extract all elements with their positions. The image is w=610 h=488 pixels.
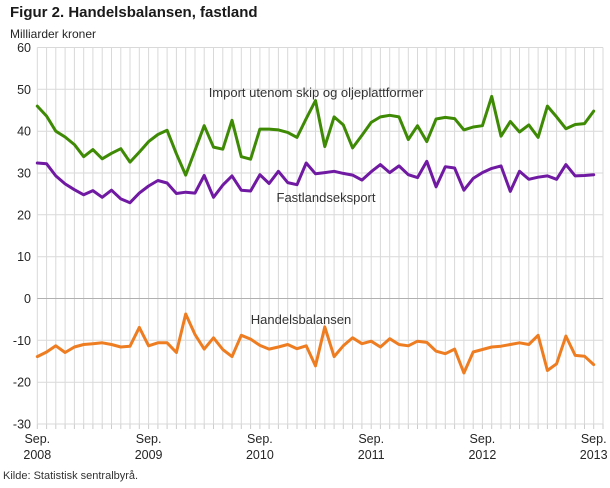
x-axis-tick-label: 2013 [580, 448, 608, 462]
x-axis-tick-label: Sep. [358, 432, 384, 446]
y-axis-tick-label: 50 [17, 83, 31, 97]
x-axis-tick-label: Sep. [581, 432, 607, 446]
x-axis-tick-label: Sep. [470, 432, 496, 446]
series-balance-line [35, 312, 596, 375]
y-axis-tick-label: 30 [17, 167, 31, 181]
x-axis-tick-label: 2009 [135, 448, 163, 462]
y-axis-tick-label: -30 [13, 418, 31, 432]
x-axis-tick-label: Sep. [247, 432, 273, 446]
series-label-import: Import utenom skip og oljeplattformer [209, 85, 424, 100]
y-axis-tick-label: 60 [17, 41, 31, 55]
y-axis-tick-label: 40 [17, 125, 31, 139]
source-note: Kilde: Statistisk sentralbyrå. [3, 470, 139, 482]
series-label-export: Fastlandseksport [277, 190, 376, 205]
y-axis-tick-label: 10 [17, 250, 31, 264]
y-axis-tick-label: 0 [24, 292, 31, 306]
series-label-balance: Handelsbalansen [251, 312, 351, 327]
x-axis-tick-label: 2010 [246, 448, 274, 462]
x-axis-tick-label: Sep. [24, 432, 50, 446]
chart-subtitle: Milliarder kroner [10, 27, 97, 41]
y-axis-tick-label: -10 [13, 334, 31, 348]
y-axis-tick-label: -20 [13, 376, 31, 390]
x-axis-tick-label: 2008 [23, 448, 51, 462]
x-axis-tick-label: Sep. [136, 432, 162, 446]
chart-title: Figur 2. Handelsbalansen, fastland [10, 4, 258, 21]
series-export-line [35, 159, 596, 205]
series-import-line [35, 94, 596, 177]
y-axis-tick-label: 20 [17, 208, 31, 222]
x-axis-tick-label: 2012 [468, 448, 496, 462]
x-axis-tick-label: 2011 [358, 448, 385, 462]
